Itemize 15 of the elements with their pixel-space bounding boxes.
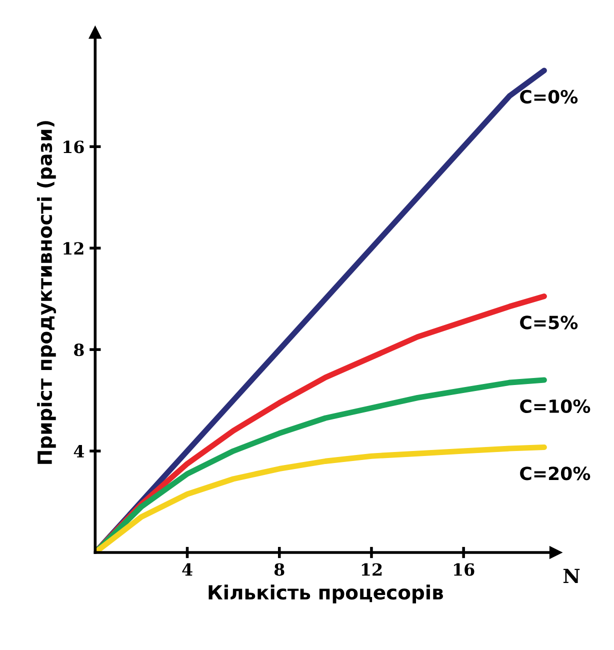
x-tick-label: 8 (274, 563, 284, 576)
y-tick-label: 4 (74, 445, 84, 458)
y-tick-label: 8 (74, 344, 84, 356)
x-tick-label: 12 (362, 563, 382, 576)
x-axis-title: Кількість процесорів (208, 584, 444, 604)
x-tick-label: 16 (454, 563, 474, 576)
series-label: C=10% (520, 399, 590, 414)
series-label: C=20% (520, 466, 590, 480)
x-tick-label: 4 (182, 563, 192, 576)
series-label: C=0% (520, 90, 578, 104)
y-tick-label: 12 (64, 242, 84, 254)
text: N (563, 568, 580, 584)
series-label: C=5% (520, 316, 578, 330)
y-axis-title: Приріст продуктивності (рази) (37, 121, 56, 464)
y-tick-label: 16 (64, 140, 84, 154)
